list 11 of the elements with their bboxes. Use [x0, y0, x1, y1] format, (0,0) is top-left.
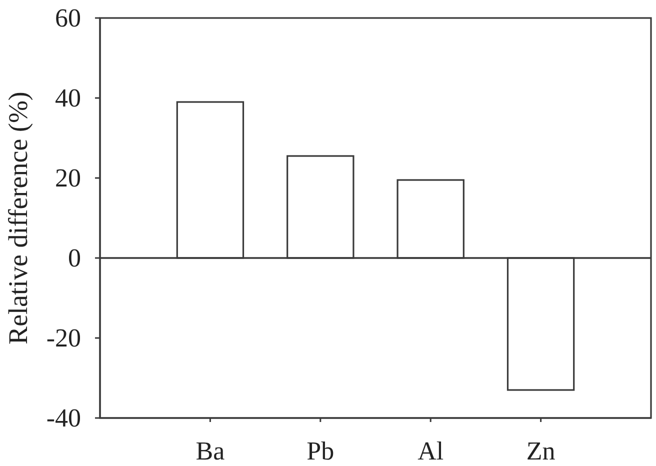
y-tick-label: -40 — [46, 403, 81, 432]
y-tick-label: -20 — [46, 323, 81, 352]
y-tick-label: 60 — [55, 3, 81, 32]
y-tick-label: 0 — [68, 243, 81, 272]
y-axis-title: Relative difference (%) — [3, 92, 33, 344]
x-tick-label: Pb — [306, 436, 334, 466]
x-tick-label: Al — [418, 436, 444, 466]
y-tick-label: 40 — [55, 83, 81, 112]
x-tick-label: Zn — [526, 436, 556, 466]
x-tick-label: Ba — [196, 436, 226, 466]
y-tick-label: 20 — [55, 163, 81, 192]
